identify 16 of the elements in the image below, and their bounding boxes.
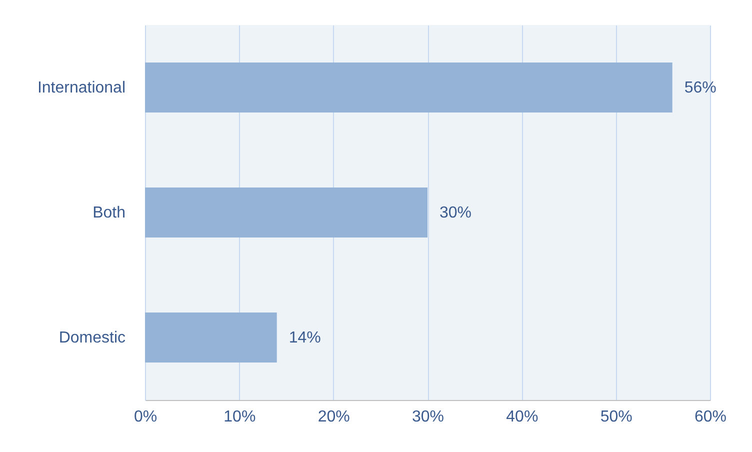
bar — [145, 188, 428, 238]
data-label: 14% — [288, 330, 321, 346]
x-tick-label: 10% — [224, 408, 256, 426]
x-tick-label: 50% — [600, 408, 632, 426]
y-tick-label: International — [37, 80, 126, 96]
x-tick-label: 30% — [412, 408, 444, 426]
data-label: 56% — [684, 80, 716, 96]
bar — [145, 312, 277, 362]
data-label: 30% — [440, 204, 472, 222]
y-tick-label: Both — [92, 204, 126, 222]
bar — [145, 62, 672, 112]
x-tick-label: 60% — [694, 408, 727, 426]
x-tick-label: 40% — [506, 408, 538, 426]
x-tick-label: 20% — [318, 408, 350, 426]
y-tick-label: Domestic — [58, 330, 126, 346]
x-tick-label: 0% — [134, 408, 158, 426]
